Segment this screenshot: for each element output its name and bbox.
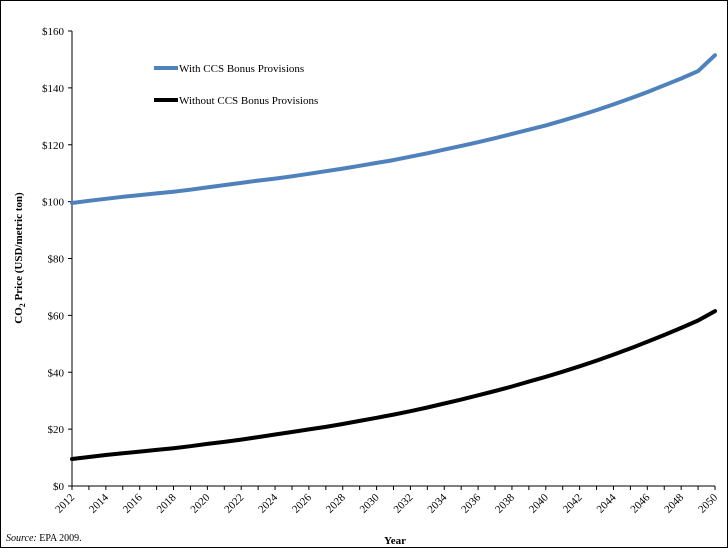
y-axis-title: CO2 Price (USD/metric ton) <box>13 192 27 324</box>
chart-series <box>70 53 717 461</box>
x-tick-label: 2024 <box>256 491 280 515</box>
x-tick-label: 2032 <box>392 492 416 516</box>
legend-label-with-ccs: With CCS Bonus Provisions <box>179 63 304 75</box>
y-axis-title-main: CO <box>13 307 25 324</box>
y-tick-label: $20 <box>48 424 65 436</box>
x-tick-label: 2012 <box>53 492 77 516</box>
tick-labels: $0 $20 $40 $60 $80 $100 $120 $140 $160 2012 2014 20… <box>42 26 720 516</box>
series-line-with-ccs <box>70 53 717 205</box>
x-tick-label: 2046 <box>628 491 652 515</box>
x-tick-label: 2050 <box>696 491 720 515</box>
source-label: Source: <box>6 533 37 544</box>
x-tick-label: 2018 <box>155 491 179 515</box>
x-tick-label: 2014 <box>87 491 111 515</box>
series-line-without-ccs <box>70 309 717 461</box>
x-tick-label: 2038 <box>493 491 517 515</box>
x-tick-label: 2028 <box>324 491 348 515</box>
x-tick-label: 2026 <box>290 491 314 515</box>
x-tick-label: 2048 <box>662 491 686 515</box>
x-tick-label: 2036 <box>459 491 483 515</box>
x-tick-label: 2022 <box>222 492 246 516</box>
source-text: EPA 2009. <box>39 533 82 544</box>
y-tick-label: $40 <box>48 367 65 379</box>
y-axis-title-subscript: 2 <box>18 303 27 307</box>
x-tick-label: 2040 <box>527 491 551 515</box>
legend-label-without-ccs: Without CCS Bonus Provisions <box>179 95 318 107</box>
y-tick-label: $140 <box>42 83 65 95</box>
x-tick-label: 2044 <box>595 491 619 515</box>
x-tick-label: 2016 <box>121 491 145 515</box>
source-note: Source: EPA 2009. <box>6 533 82 544</box>
y-axis-title-rest: Price (USD/metric ton) <box>13 192 25 303</box>
y-tick-label: $100 <box>42 197 65 209</box>
chart-legend: With CCS Bonus Provisions Without CCS Bo… <box>154 63 318 107</box>
y-tick-label: $160 <box>42 26 65 38</box>
y-tick-label: $60 <box>48 310 65 322</box>
chart-axes <box>68 30 716 490</box>
x-tick-label: 2034 <box>425 491 449 515</box>
x-tick-label: 2020 <box>188 491 212 515</box>
x-axis-title: Year <box>384 535 406 547</box>
y-tick-label: $80 <box>48 254 65 266</box>
x-tick-label: 2030 <box>358 491 382 515</box>
x-tick-label: 2042 <box>561 492 585 516</box>
y-tick-label: $0 <box>53 481 65 493</box>
y-tick-label: $120 <box>42 140 65 152</box>
